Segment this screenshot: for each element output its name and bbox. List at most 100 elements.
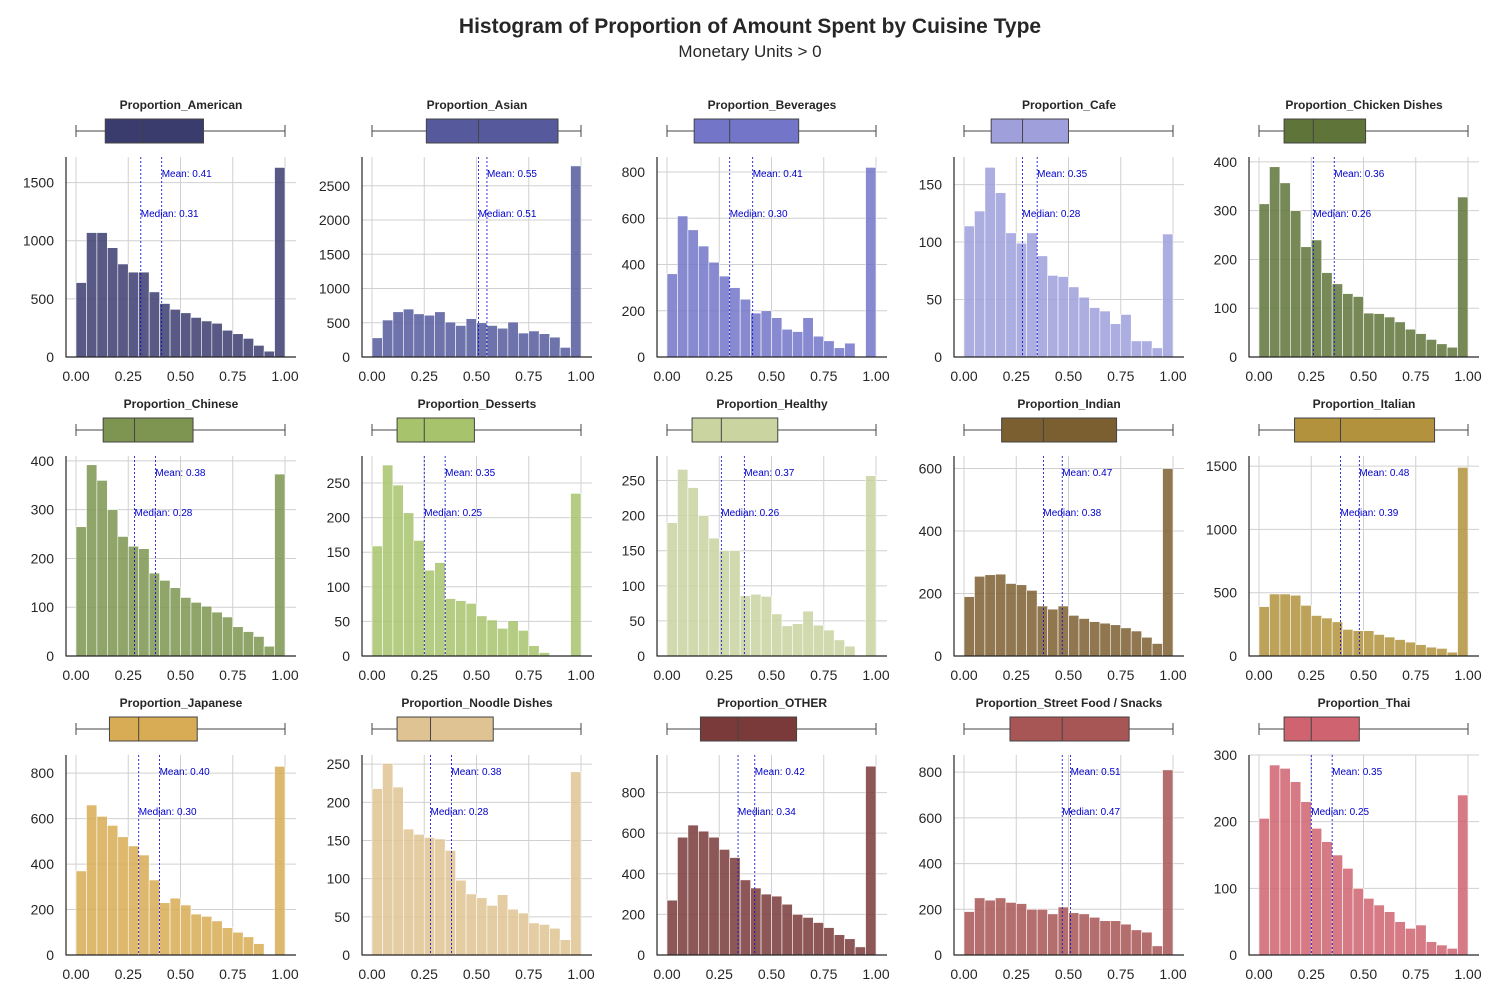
y-tick-label: 800 <box>622 164 646 180</box>
x-tick-label: 0.75 <box>1107 966 1134 982</box>
histogram-bar <box>1036 255 1048 358</box>
median-label: Median: 0.34 <box>738 807 796 818</box>
x-tick-label: 1.00 <box>567 966 594 982</box>
y-tick-label: 200 <box>1214 251 1238 267</box>
histogram-bar <box>423 314 435 358</box>
y-tick-label: 0 <box>637 947 645 963</box>
box-iqr <box>425 118 559 144</box>
histogram-bar <box>1446 948 1458 956</box>
histogram-bar <box>760 596 772 657</box>
histogram-bar <box>792 623 804 657</box>
histogram-bar <box>528 645 540 657</box>
histogram-bar <box>180 904 192 956</box>
histogram-bar <box>1415 644 1427 657</box>
x-tick-label: 0.00 <box>653 368 680 384</box>
y-tick-label: 300 <box>1214 747 1238 763</box>
histogram-bar <box>833 639 845 657</box>
histogram-bar <box>1363 630 1375 657</box>
histogram-bar <box>1068 286 1080 358</box>
x-tick-label: 0.25 <box>411 966 438 982</box>
histogram-bar <box>159 580 171 657</box>
histogram-bar <box>1269 593 1281 657</box>
histogram-bar <box>169 897 181 956</box>
histogram-bar <box>211 920 223 956</box>
histogram-bar <box>444 321 456 358</box>
histogram-bar <box>444 598 456 657</box>
histogram-bar <box>729 857 741 956</box>
histogram-bar <box>559 347 571 358</box>
histogram-bar <box>739 879 751 956</box>
histogram-bar <box>476 322 488 358</box>
x-tick-label: 0.00 <box>62 966 89 982</box>
histogram-bar <box>1300 801 1312 956</box>
x-tick-label: 0.75 <box>515 966 542 982</box>
histogram-bar <box>781 903 793 956</box>
histogram-bar <box>760 893 772 956</box>
histogram-bar <box>559 939 571 956</box>
y-tick-label: 100 <box>31 599 55 615</box>
histogram-bar <box>107 247 119 358</box>
y-tick-label: 600 <box>31 811 55 827</box>
x-tick-label: 0.50 <box>758 368 785 384</box>
histogram-bar <box>1352 888 1364 956</box>
histogram-bar <box>190 317 202 358</box>
x-tick-label: 0.00 <box>358 966 385 982</box>
histogram-bar <box>1068 912 1080 956</box>
histogram-bar <box>739 595 751 657</box>
histogram-bar <box>465 318 477 358</box>
histogram-bar <box>1099 920 1111 956</box>
y-tick-label: 2500 <box>319 178 350 194</box>
panel-10: Proportion_Japanese Mean: 0.40 Median: 0.3… <box>31 696 299 982</box>
y-tick-label: 0 <box>637 648 645 664</box>
box-iqr <box>699 716 798 742</box>
median-label: Median: 0.28 <box>431 807 489 818</box>
x-tick-label: 1.00 <box>1159 966 1186 982</box>
x-tick-label: 0.25 <box>1003 966 1030 982</box>
x-tick-label: 0.25 <box>1298 368 1325 384</box>
histogram-bar <box>201 320 213 358</box>
histogram-bar <box>528 330 540 358</box>
histogram-bar <box>1394 321 1406 358</box>
histogram-bar <box>1141 636 1153 657</box>
histogram-bar <box>823 340 835 358</box>
histogram-bar <box>549 927 561 956</box>
histogram-bar <box>455 600 467 657</box>
histogram-bar <box>1005 902 1017 956</box>
y-tick-label: 600 <box>622 825 646 841</box>
mean-label: Mean: 0.51 <box>1071 767 1121 778</box>
histogram-bar <box>1141 340 1153 358</box>
histogram-bar <box>497 327 509 358</box>
histogram-bar <box>750 593 762 657</box>
histogram-bar <box>974 576 986 657</box>
histogram-bar <box>75 282 87 358</box>
panel-title: Proportion_Desserts <box>418 397 537 411</box>
y-tick-label: 500 <box>327 315 351 331</box>
histogram-bar <box>1036 605 1048 657</box>
histogram-bar <box>1300 605 1312 657</box>
histogram-bar <box>127 271 139 358</box>
histogram-bar <box>222 927 234 956</box>
mean-label: Mean: 0.42 <box>755 767 805 778</box>
histogram-bar <box>1373 313 1385 358</box>
histogram-bar <box>455 325 467 358</box>
histogram-bar <box>211 322 223 358</box>
y-tick-label: 0 <box>342 947 350 963</box>
histogram-bar <box>1057 276 1069 358</box>
y-tick-label: 100 <box>327 871 351 887</box>
y-tick-label: 400 <box>622 257 646 273</box>
histogram-bar <box>1457 196 1469 358</box>
histogram-bar <box>242 936 254 956</box>
histogram-bar <box>666 273 678 358</box>
x-tick-label: 0.25 <box>706 966 733 982</box>
y-tick-label: 250 <box>327 475 351 491</box>
histogram-bar <box>750 312 762 358</box>
box-iqr <box>108 716 198 742</box>
histogram-bar <box>1373 634 1385 657</box>
histogram-bar <box>413 834 425 956</box>
histogram-bar <box>549 336 561 358</box>
histogram-bar <box>792 331 804 358</box>
histogram-bar <box>974 210 986 358</box>
median-label: Median: 0.51 <box>479 209 537 220</box>
y-tick-label: 100 <box>919 234 943 250</box>
x-tick-label: 0.75 <box>810 667 837 683</box>
